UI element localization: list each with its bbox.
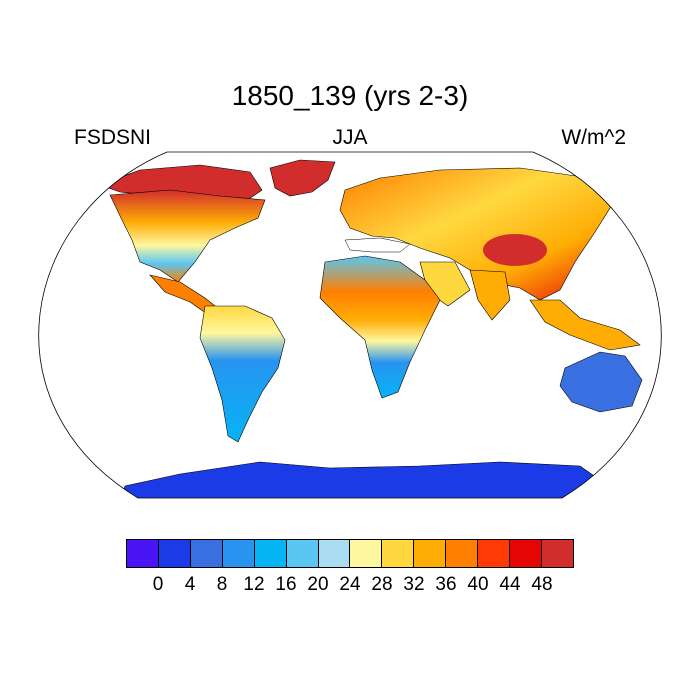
map-title: 1850_139 (yrs 2-3) <box>231 80 469 111</box>
colorbar-swatch <box>510 540 542 567</box>
colorbar-tick-label: 8 <box>216 574 228 595</box>
africa <box>319 255 441 399</box>
colorbar-swatch <box>414 540 447 567</box>
colorbar-swatch <box>286 540 319 567</box>
units-label: W/m^2 <box>561 126 626 149</box>
colorbar-tick-label: 36 <box>435 574 457 595</box>
variable-label: FSDSNI <box>74 126 152 149</box>
colorbar-swatch <box>350 540 383 567</box>
south-america <box>199 305 286 443</box>
colorbar <box>126 539 574 568</box>
colorbar-tick-label: 16 <box>275 574 297 595</box>
globe-outline <box>38 151 662 499</box>
colorbar-tick-label: 0 <box>152 574 164 595</box>
colorbar-tick-label: 32 <box>403 574 425 595</box>
colorbar-swatch <box>190 540 223 567</box>
colorbar-swatch <box>478 540 511 567</box>
north-america <box>109 189 266 283</box>
colorbar-tick-label: 28 <box>371 574 393 595</box>
colorbar-tick-label: 44 <box>499 574 521 595</box>
colorbar-swatch <box>318 540 351 567</box>
colorbar-tick-label: 4 <box>184 574 196 595</box>
colorbar-swatch <box>222 540 255 567</box>
colorbar-tick-label: 12 <box>243 574 265 595</box>
colorbar-swatch <box>446 540 479 567</box>
colorbar-swatch <box>127 540 159 567</box>
season-label: JJA <box>332 126 368 149</box>
colorbar-tick-label: 48 <box>531 574 553 595</box>
australia <box>559 351 643 413</box>
colorbar-swatch <box>382 540 415 567</box>
colorbar-tick-label: 20 <box>307 574 329 595</box>
new-zealand <box>649 397 662 425</box>
antarctica <box>119 461 601 498</box>
colorbar-labels: 0 4 8 12 16 20 24 28 32 36 40 44 48 <box>126 574 574 598</box>
india <box>469 269 511 321</box>
mediterranean <box>344 237 411 253</box>
eurasia <box>339 167 616 301</box>
tibet-hotspot <box>483 234 547 266</box>
colorbar-swatch <box>254 540 287 567</box>
greenland <box>269 159 336 197</box>
southeast-asia <box>529 299 641 351</box>
colorbar-swatch <box>541 540 573 567</box>
colorbar-swatch <box>158 540 191 567</box>
colorbar-tick-label: 24 <box>339 574 361 595</box>
colorbar-tick-label: 40 <box>467 574 489 595</box>
